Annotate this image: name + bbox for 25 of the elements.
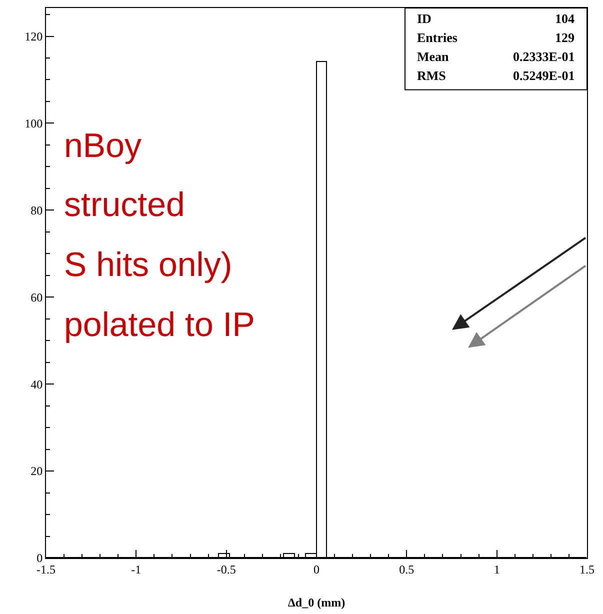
annotation: nBoy (64, 127, 142, 165)
annotation: 0.2333E-01 (513, 49, 575, 64)
x-axis-title: Δd_0 (mm) (288, 595, 346, 610)
x-tick-label: 1 (494, 562, 500, 576)
y-tick-label: 40 (30, 377, 43, 392)
x-tick-label: -1 (131, 562, 142, 576)
annotation: S hits only) (64, 246, 232, 284)
annotation: ID (417, 11, 432, 26)
x-tick-label: 0 (314, 562, 320, 576)
x-tick-label: -0.5 (216, 562, 236, 576)
x-tick-label: 1.5 (580, 562, 594, 576)
annotation: structed (64, 186, 185, 224)
annotation: 0.5249E-01 (513, 68, 575, 83)
annotation: 104 (555, 11, 575, 26)
y-tick-label: 80 (30, 203, 43, 218)
y-tick-label: 120 (24, 29, 43, 44)
annotation: polated to IP (64, 306, 255, 344)
y-tick-label: 20 (30, 464, 43, 478)
annotation: 129 (555, 30, 575, 45)
y-tick-label: 60 (30, 290, 43, 304)
annotation: RMS (417, 68, 446, 83)
annotation: Mean (417, 49, 450, 64)
annotation: Entries (417, 30, 458, 45)
y-tick-label: 100 (24, 116, 43, 130)
x-tick-label: 0.5 (399, 562, 414, 576)
